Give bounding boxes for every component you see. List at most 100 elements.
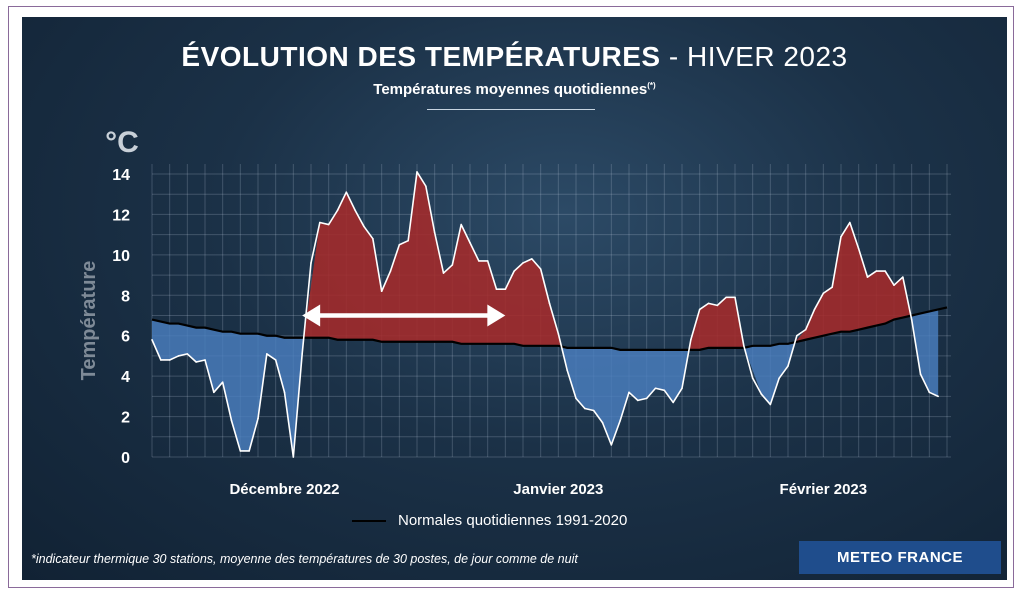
y-unit-label: °C: [105, 126, 139, 159]
area-below-normal: [744, 342, 795, 405]
x-month-label: Février 2023: [780, 481, 868, 498]
data-point-observed: [310, 262, 312, 264]
chart-title: ÉVOLUTION DES TEMPÉRATURES - HIVER 2023: [181, 41, 848, 72]
data-point-observed: [248, 450, 250, 452]
data-point-observed: [822, 292, 825, 295]
data-point-observed: [628, 391, 630, 394]
data-point-observed: [751, 377, 754, 379]
area-above-normal: [303, 171, 562, 347]
temperature-chart: 0 2 4 6 8 10 12 14 °C Température Décembre 2022 Jan…: [78, 126, 951, 498]
subtitle-footnote-mark: (*): [647, 81, 656, 90]
series-line-normals: [151, 306, 948, 351]
data-point-observed: [380, 290, 383, 293]
data-point-observed: [902, 276, 904, 278]
area-above-normal: [688, 297, 745, 350]
data-point-observed: [548, 302, 551, 305]
x-month-label: Janvier 2023: [513, 481, 603, 498]
data-point-observed: [654, 387, 657, 390]
data-point-observed: [875, 270, 878, 272]
data-point-observed: [707, 302, 710, 305]
data-point-observed: [266, 353, 268, 355]
area-above-normal: [794, 222, 911, 343]
y-tick-label: 14: [112, 167, 130, 184]
data-point-observed: [857, 247, 860, 250]
data-point-observed: [478, 260, 480, 262]
data-point-observed: [442, 272, 445, 274]
data-point-observed: [760, 393, 763, 396]
y-axis-title: Température: [78, 261, 100, 381]
footnote: *indicateur thermique 30 stations, moyen…: [31, 552, 578, 566]
data-point-observed: [274, 359, 277, 361]
y-tick-label: 2: [121, 410, 130, 427]
data-point-observed: [425, 185, 427, 187]
data-point-observed: [522, 262, 524, 264]
annotation-arrowhead-left: [302, 304, 321, 327]
y-tick-label: 6: [121, 329, 130, 346]
data-point-observed: [663, 389, 666, 392]
y-tick-label: 4: [121, 369, 130, 386]
source-badge: METEO FRANCE: [799, 541, 1001, 574]
data-point-observed: [292, 456, 295, 458]
data-point-observed: [319, 221, 321, 224]
data-point-observed: [698, 308, 701, 311]
data-point-observed: [345, 191, 348, 193]
data-point-observed: [884, 270, 886, 272]
data-point-observed: [336, 209, 339, 212]
data-point-observed: [592, 409, 595, 412]
data-point-observed: [716, 304, 719, 307]
data-point-observed: [460, 223, 462, 226]
data-point-observed: [168, 359, 171, 361]
data-point-observed: [513, 270, 515, 272]
x-month-label: Décembre 2022: [229, 481, 339, 498]
data-point-observed: [928, 391, 931, 394]
data-point-observed: [937, 395, 939, 398]
data-point-observed: [195, 361, 197, 363]
y-tick-label: 0: [121, 450, 130, 467]
data-point-observed: [398, 243, 401, 246]
data-point-observed: [160, 359, 162, 361]
data-point-observed: [831, 286, 833, 289]
annotation-arrowhead-right: [487, 304, 506, 327]
data-point-observed: [910, 318, 913, 321]
data-point-observed: [681, 387, 683, 390]
data-point-observed: [354, 209, 356, 212]
data-point-observed: [919, 373, 922, 375]
data-point-observed: [584, 407, 586, 410]
chart-subtitle: Températures moyennes quotidiennes(*): [373, 81, 656, 98]
data-point-observed: [451, 264, 454, 266]
area-below-normal: [152, 319, 304, 457]
data-point-observed: [213, 391, 215, 394]
data-point-observed: [531, 258, 533, 260]
data-point-observed: [469, 241, 471, 244]
data-point-observed: [433, 231, 436, 234]
y-tick-label: 12: [112, 207, 130, 224]
y-tick-label: 8: [121, 288, 130, 305]
data-point-observed: [566, 369, 568, 371]
outer-frame: [8, 6, 1014, 588]
area-below-normal: [561, 346, 689, 445]
legend-swatch-normals: [352, 519, 386, 522]
data-point-observed: [690, 338, 692, 341]
data-point-observed: [725, 296, 727, 299]
data-point-observed: [637, 399, 639, 402]
data-point-observed: [221, 381, 224, 384]
data-point-observed: [575, 397, 577, 400]
data-point-observed: [557, 332, 560, 335]
data-point-observed: [363, 225, 365, 228]
y-tick-label: 10: [112, 248, 130, 265]
data-point-observed: [504, 288, 507, 291]
data-point-observed: [601, 421, 604, 424]
data-point-observed: [495, 288, 498, 291]
data-point-observed: [849, 221, 851, 224]
data-point-observed: [327, 223, 330, 226]
legend-label-normals: Normales quotidiennes 1991-2020: [398, 512, 628, 529]
subtitle-divider: [427, 109, 595, 110]
legend: Normales quotidiennes 1991-2020: [352, 512, 627, 529]
data-point-observed: [283, 391, 286, 394]
data-point-observed: [645, 397, 648, 400]
data-point-observed: [778, 377, 780, 379]
data-point-observed: [301, 353, 303, 355]
data-point-observed: [177, 355, 180, 357]
data-point-observed: [486, 260, 489, 262]
area-below-normal: [910, 309, 939, 397]
